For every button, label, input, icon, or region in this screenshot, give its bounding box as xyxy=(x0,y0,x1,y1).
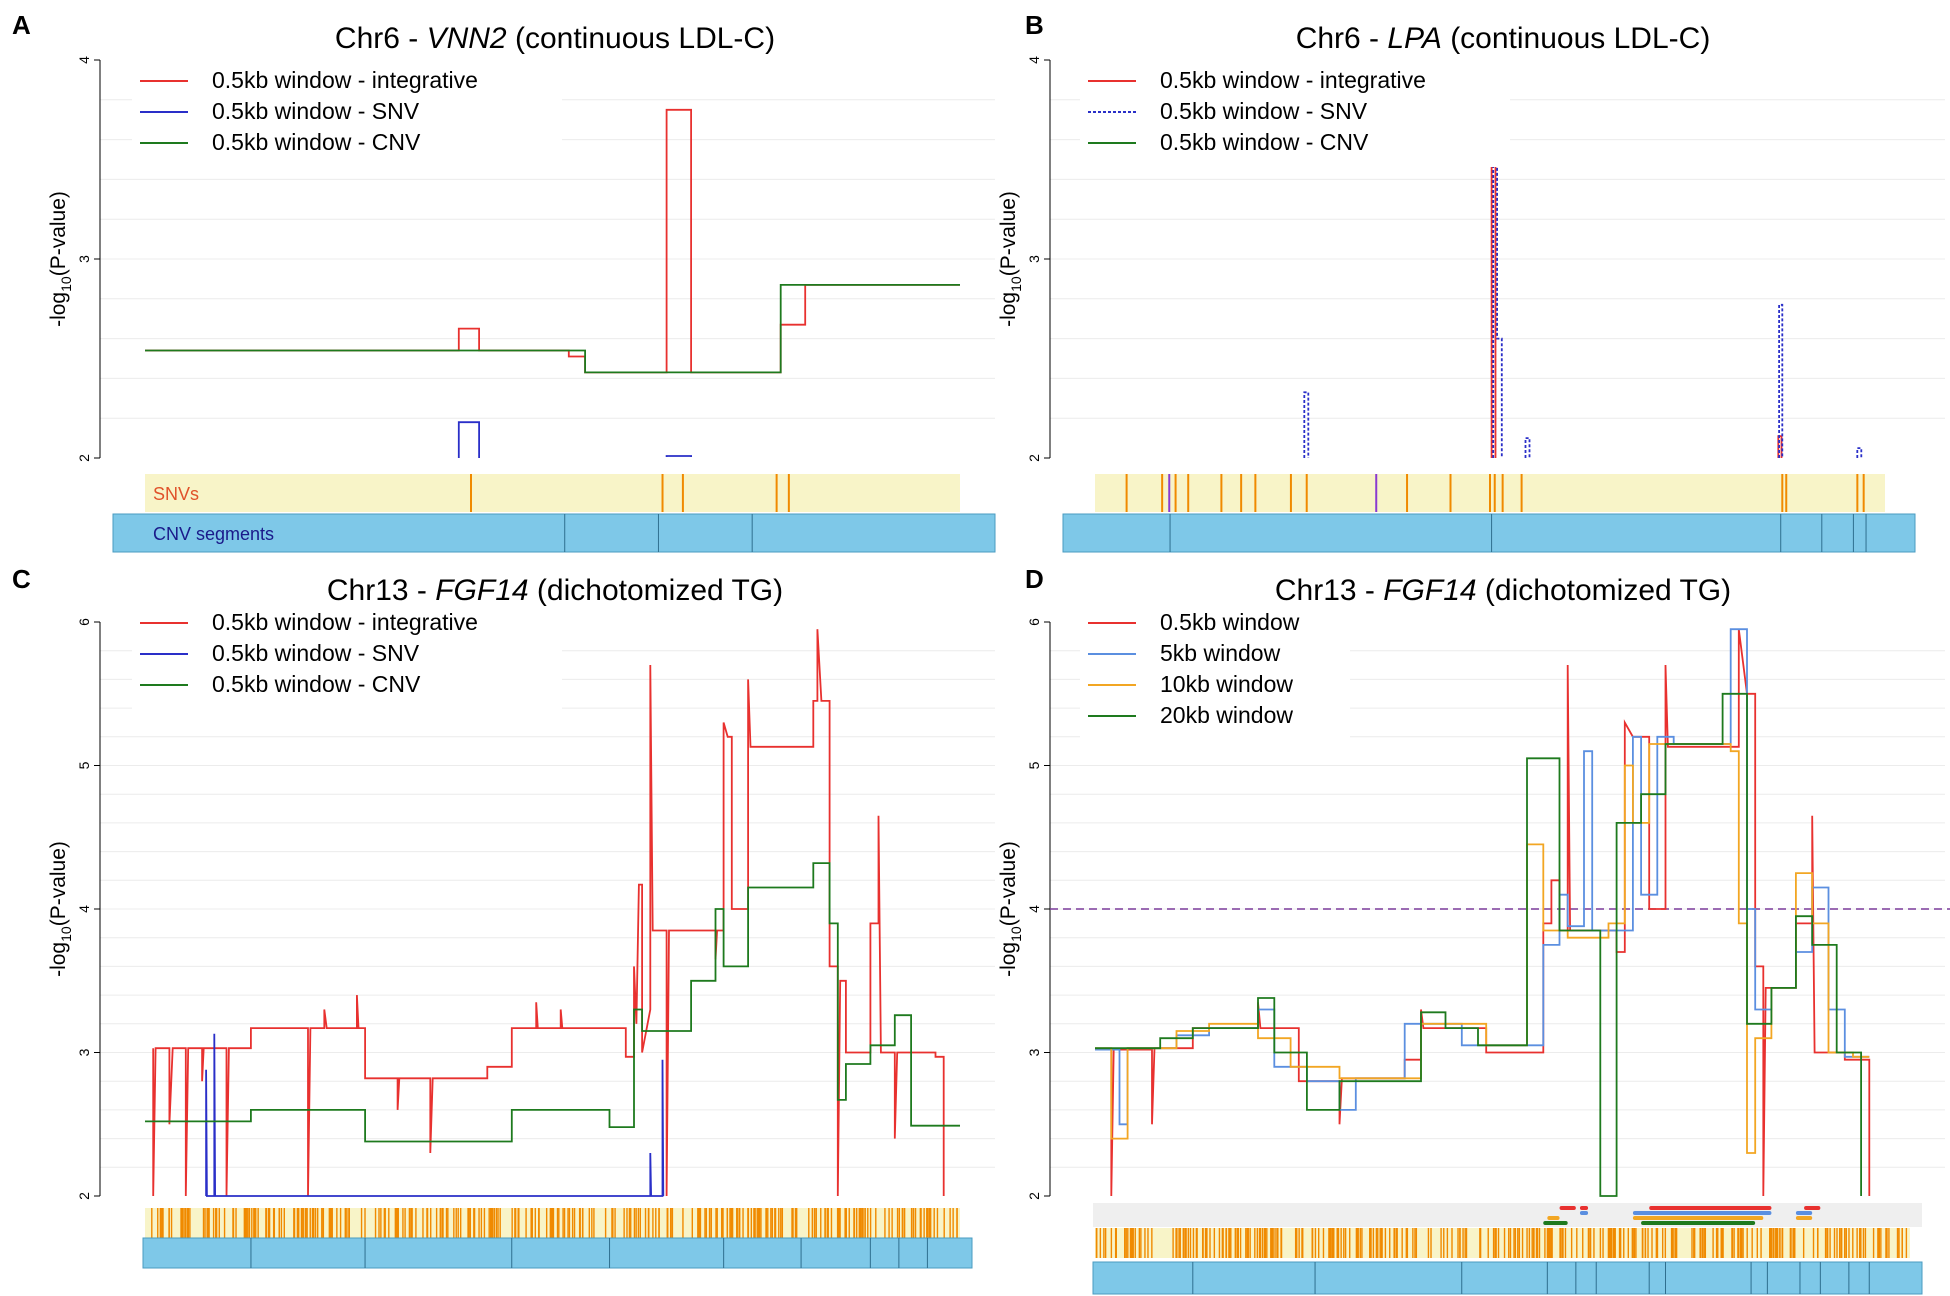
legend-item-label: 0.5kb window - SNV xyxy=(1160,98,1368,124)
y-tick-label: 2 xyxy=(1026,1192,1042,1200)
y-tick-label: 5 xyxy=(1026,761,1042,769)
significance-bar xyxy=(1795,1211,1813,1215)
series-line-20kb xyxy=(1095,692,1862,1197)
legend-item-label: 0.5kb window xyxy=(1160,609,1300,635)
legend-item-label: 0.5kb window - CNV xyxy=(1160,129,1369,155)
y-tick-label: 2 xyxy=(76,1192,92,1200)
y-tick-label: 6 xyxy=(1026,618,1042,626)
chart-title: Chr13 - FGF14 (dichotomized TG) xyxy=(327,574,783,607)
y-tick-label: 4 xyxy=(1026,56,1042,64)
series-line-SNV-5 xyxy=(1856,447,1863,458)
panel-a: 2 3 4 -log10(P-value) Chr6 - VNN2 (continuou… xyxy=(47,22,996,553)
cnv-track-label: CNV segments xyxy=(153,524,274,544)
series-line-SNV-4 xyxy=(1778,303,1784,458)
significance-bar xyxy=(1649,1206,1772,1210)
cnv-track xyxy=(1062,513,1916,553)
legend-item-label: 20kb window xyxy=(1160,702,1293,728)
snv-track xyxy=(145,474,960,512)
panel-b: 2 3 4 -log10(P-value) Chr6 - LPA (continuous… xyxy=(997,22,1945,553)
significance-bar xyxy=(1547,1216,1560,1220)
y-tick-label: 6 xyxy=(76,618,92,626)
y-tick-label: 4 xyxy=(76,905,92,913)
legend-item-label: 0.5kb window - CNV xyxy=(212,129,421,155)
y-tick-label: 3 xyxy=(1026,255,1042,263)
series-line-SNV xyxy=(205,1033,665,1197)
significance-bar xyxy=(1543,1221,1568,1225)
significance-bar xyxy=(1795,1216,1813,1220)
cnv-track xyxy=(142,1237,973,1269)
panel-letter-d: D xyxy=(1025,564,1044,594)
cnv-track xyxy=(112,513,996,553)
y-tick-label: 2 xyxy=(1026,454,1042,462)
legend-background xyxy=(1080,606,1350,740)
chart-title: Chr6 - LPA (continuous LDL-C) xyxy=(1296,22,1711,55)
panel-d: 2 3 4 5 6 -log10(P-value) Chr13 - FGF14 (dicho… xyxy=(997,574,1950,1295)
chart-title: Chr13 - FGF14 (dichotomized TG) xyxy=(1275,574,1731,607)
series-line-CNV xyxy=(145,862,960,1143)
panel-c: 2 3 4 5 6 -log10(P-value) Chr13 - FGF14 (dicho… xyxy=(47,574,995,1269)
panel-letter-b: B xyxy=(1025,10,1044,40)
significance-track xyxy=(1093,1203,1922,1227)
y-tick-label: 2 xyxy=(76,454,92,462)
series-line-SNV xyxy=(457,421,480,458)
series-line-CNV xyxy=(145,284,960,374)
y-axis-label: -log10(P-value) xyxy=(997,841,1024,977)
legend-item-label: 5kb window xyxy=(1160,640,1281,666)
significance-bar xyxy=(1632,1211,1772,1215)
y-axis-label: -log10(P-value) xyxy=(47,841,74,977)
panel-letter-c: C xyxy=(12,564,31,594)
legend-background xyxy=(1080,64,1510,167)
panel-letter-a: A xyxy=(12,10,31,40)
series-line-integrative xyxy=(152,629,945,1197)
significance-bar xyxy=(1559,1206,1576,1210)
y-tick-label: 5 xyxy=(76,761,92,769)
significance-bar xyxy=(1804,1206,1821,1210)
y-tick-label: 4 xyxy=(1026,905,1042,913)
significance-bar xyxy=(1579,1206,1589,1210)
legend-item-label: 0.5kb window - integrative xyxy=(212,609,478,635)
legend-item-label: 0.5kb window - CNV xyxy=(212,671,421,697)
legend-item-label: 0.5kb window - SNV xyxy=(212,98,420,124)
y-axis-label: -log10(P-value) xyxy=(997,191,1024,327)
legend-item-label: 0.5kb window - SNV xyxy=(212,640,420,666)
legend-item-label: 0.5kb window - integrative xyxy=(1160,67,1426,93)
y-tick-label: 3 xyxy=(76,1048,92,1056)
series-line-SNV-2 xyxy=(665,455,692,457)
chart-title: Chr6 - VNN2 (continuous LDL-C) xyxy=(335,22,775,55)
significance-bar xyxy=(1632,1216,1764,1220)
y-tick-label: 3 xyxy=(76,255,92,263)
y-tick-label: 3 xyxy=(1026,1048,1042,1056)
series-line-SNV-3 xyxy=(1524,437,1531,458)
y-tick-label: 4 xyxy=(76,56,92,64)
cnv-track xyxy=(1092,1261,1923,1295)
y-axis-label: -log10(P-value) xyxy=(47,191,74,327)
legend-item-label: 10kb window xyxy=(1160,671,1293,697)
legend-background xyxy=(132,606,562,709)
snv-track-label: SNVs xyxy=(153,484,199,504)
series-line-SNV xyxy=(1303,391,1310,458)
legend-background xyxy=(132,64,562,167)
snv-track xyxy=(1095,1228,1910,1258)
series-line-10kb xyxy=(1095,743,1870,1154)
significance-bar xyxy=(1641,1221,1756,1225)
legend-item-label: 0.5kb window - integrative xyxy=(212,67,478,93)
significance-bar xyxy=(1579,1211,1589,1215)
